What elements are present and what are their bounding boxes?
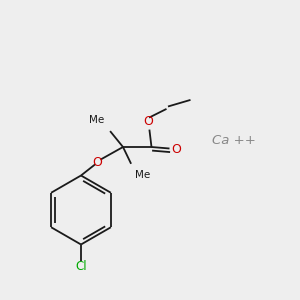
Text: O: O — [93, 155, 102, 169]
Text: Me: Me — [135, 170, 150, 180]
Text: Me: Me — [89, 115, 104, 125]
Text: Cl: Cl — [75, 260, 87, 273]
Text: O: O — [144, 115, 153, 128]
Text: O: O — [172, 142, 181, 156]
Text: Ca ++: Ca ++ — [212, 134, 256, 148]
